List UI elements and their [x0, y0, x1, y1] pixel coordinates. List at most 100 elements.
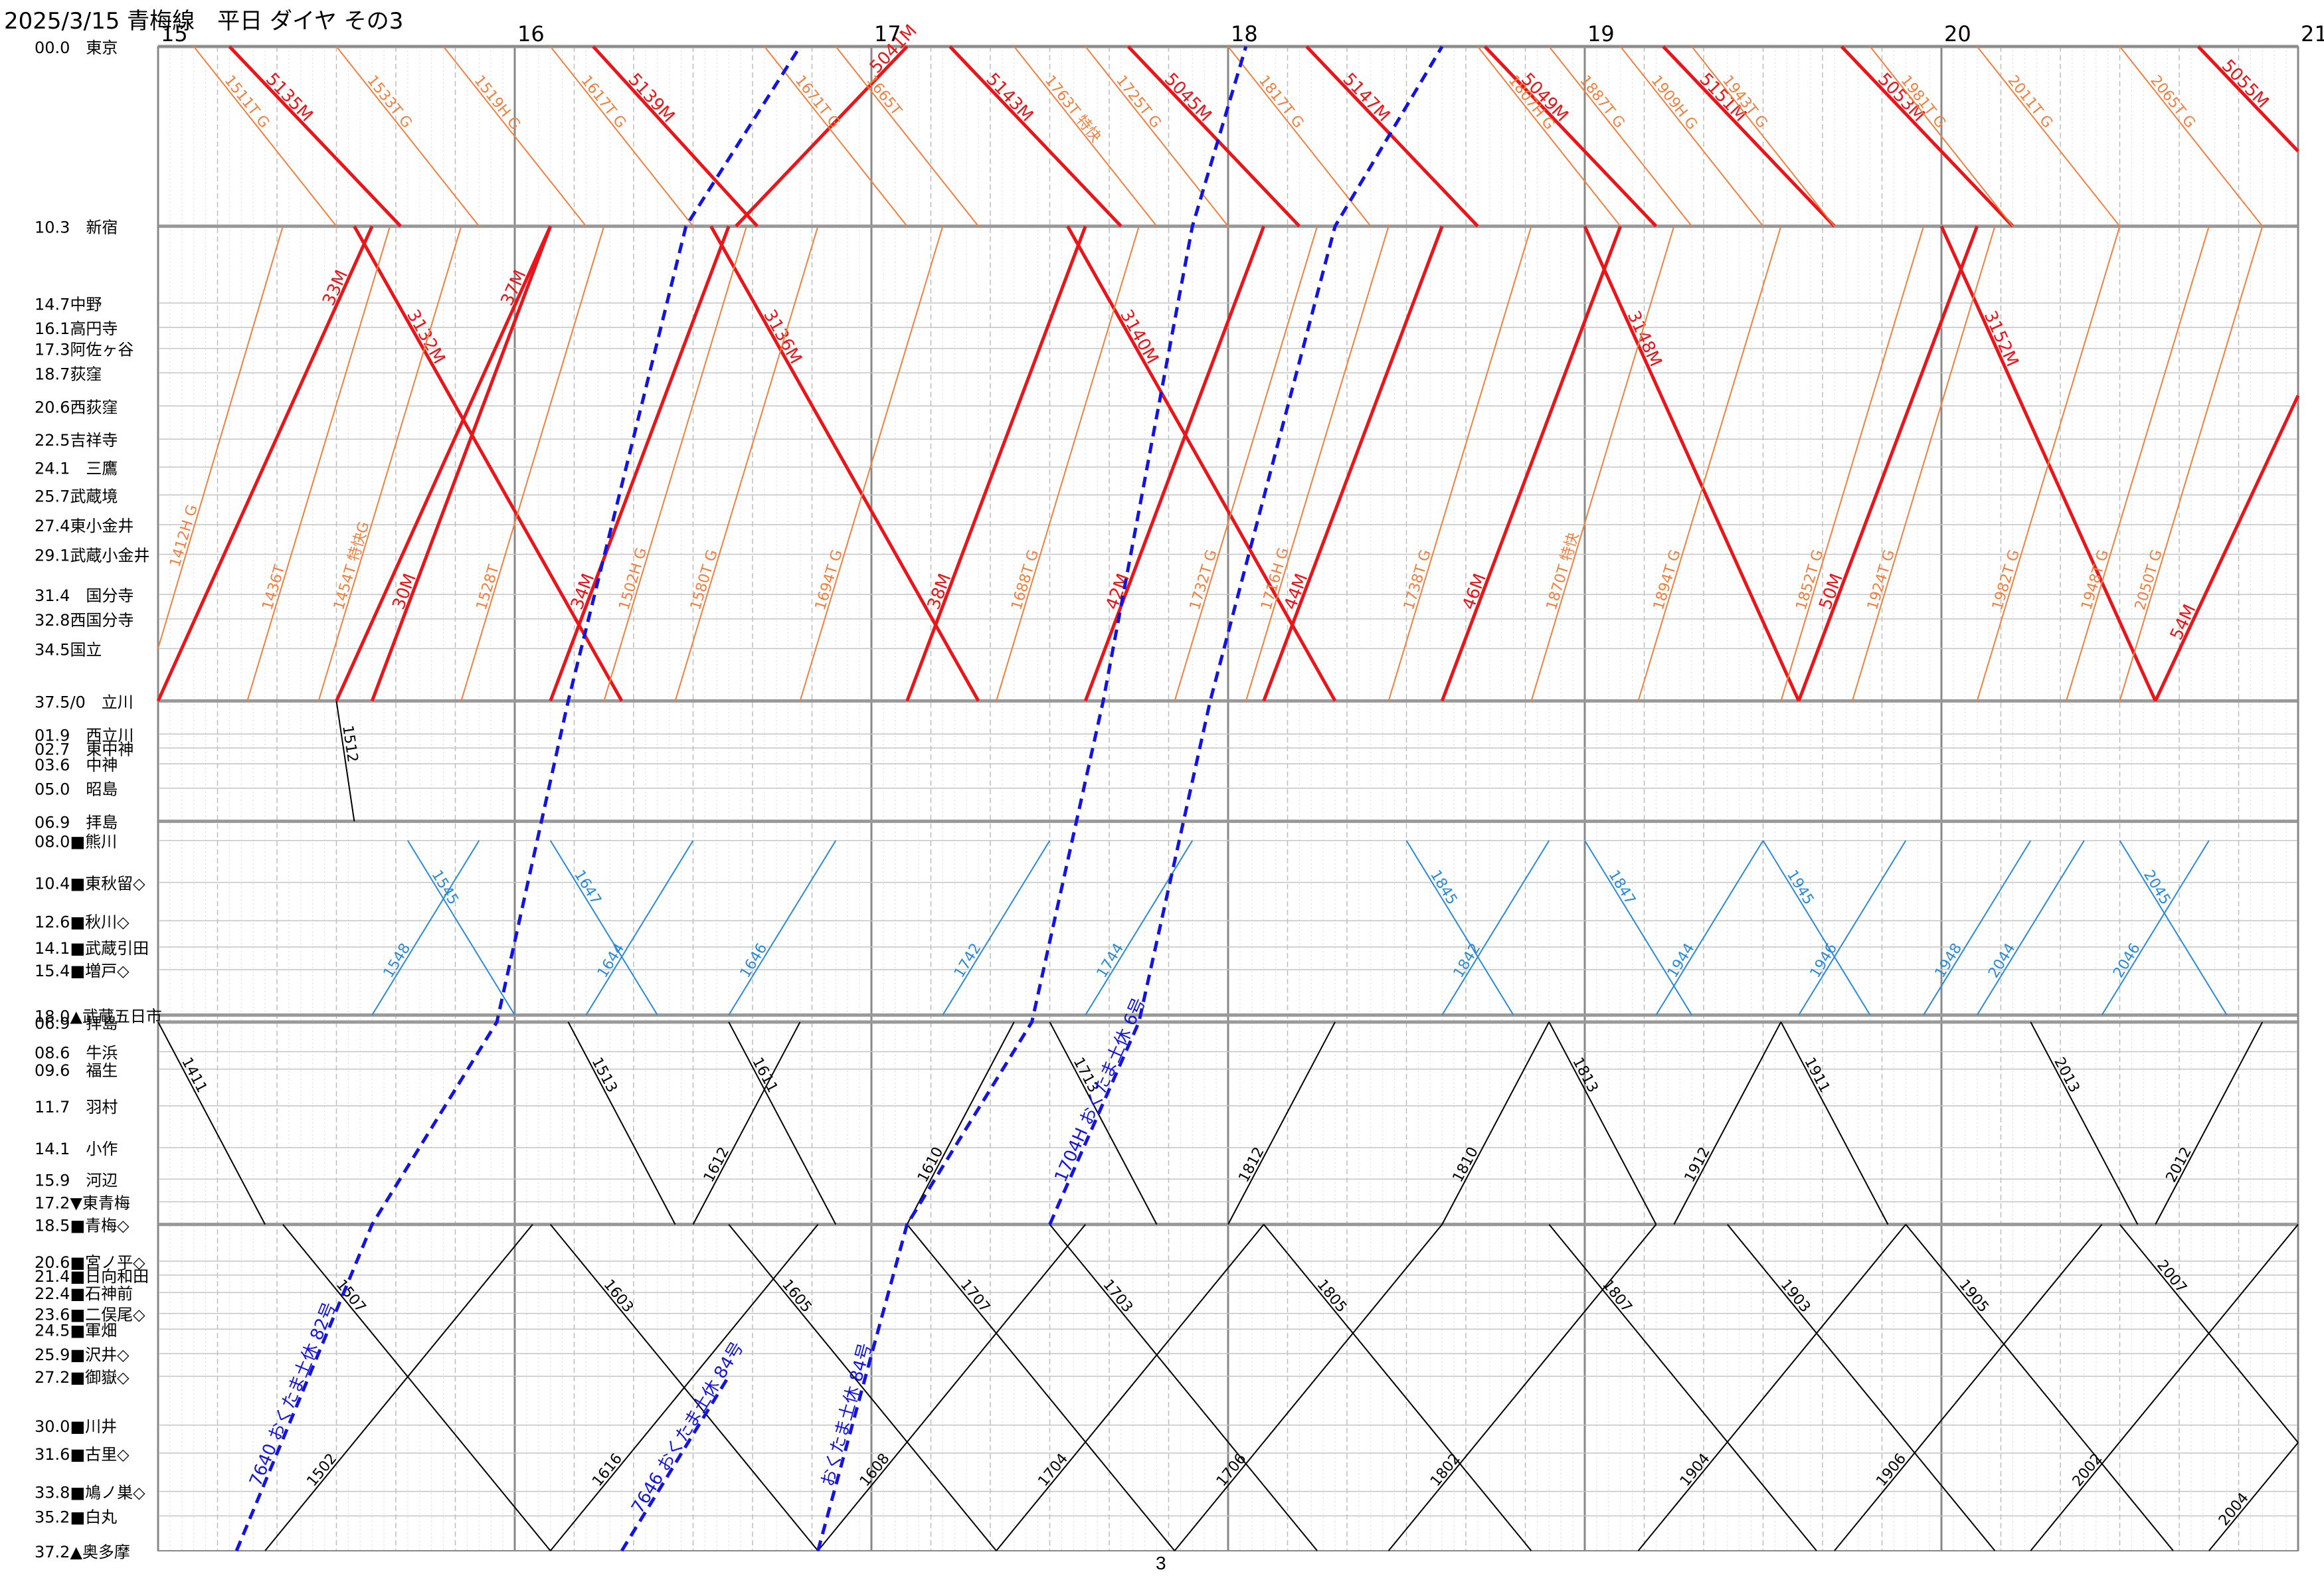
train-line: [2208, 1442, 2299, 1551]
station-label: 21.4■日向和田: [35, 1267, 149, 1286]
train-line: [799, 226, 944, 701]
chart-title: 2025/3/15 青梅線 平日 ダイヤ その3: [4, 8, 404, 35]
train-line: [1548, 1021, 1657, 1225]
station-label: 32.8西国分寺: [35, 611, 134, 630]
train-number-label: 1694T G: [812, 548, 846, 612]
train-line: [1441, 840, 1550, 1015]
train-line: [193, 46, 337, 227]
train-line: [816, 46, 1248, 1551]
station-label: 35.2■白丸: [35, 1508, 117, 1526]
station-label: 15.9 河辺: [35, 1171, 118, 1189]
station-label: 27.2■御嶽◇: [35, 1368, 130, 1387]
train-line: [335, 225, 552, 702]
train-line: [228, 45, 402, 228]
train-line: [317, 226, 462, 701]
train-line: [1673, 1021, 1782, 1225]
train-line: [1405, 840, 1514, 1015]
train-line: [1083, 225, 1266, 702]
station-label: 18.0▲武蔵五日市: [35, 1007, 162, 1025]
train-number-label: 38M: [924, 571, 956, 613]
hour-tick-label: 19: [1587, 21, 1615, 46]
train-number-label: 5055M: [2218, 56, 2273, 112]
train-line: [1976, 840, 2085, 1015]
train-number-label: 1732T G: [1187, 548, 1221, 612]
train-number-label: 1982T G: [1989, 548, 2023, 612]
station-label: 10.3 新宿: [35, 219, 118, 237]
station-label: 24.1 三鷹: [35, 459, 118, 478]
train-line: [335, 701, 355, 822]
station-label: 29.1武蔵小金井: [35, 547, 149, 565]
train-number-label: 1703: [1099, 1276, 1136, 1316]
train-line: [1085, 46, 1229, 227]
train-line: [1834, 1223, 2103, 1551]
station-label: 08.0■熊川: [35, 833, 117, 851]
station-label: 14.1 小作: [35, 1140, 118, 1158]
train-number-label: 1845: [1427, 867, 1461, 908]
station-label: 15.4■増戸◇: [35, 962, 130, 980]
train-number-label: 1502: [304, 1450, 341, 1490]
train-line: [549, 1223, 819, 1551]
station-label: 37.2▲奥多摩: [35, 1543, 130, 1561]
train-line: [1085, 840, 1194, 1015]
train-line: [835, 46, 979, 227]
train-number-label: 1605: [778, 1276, 815, 1316]
train-number-label: 1924T G: [1864, 548, 1898, 612]
train-number-label: 1948T G: [2078, 548, 2112, 612]
station-label: 12.6■秋川◇: [35, 913, 130, 931]
station-label: 25.7武蔵境: [35, 487, 118, 505]
train-line: [1441, 1021, 1550, 1225]
train-line: [246, 226, 391, 701]
train-number-label: 1725T G: [1113, 72, 1164, 132]
train-number-label: 1533T G: [363, 72, 415, 132]
train-line: [1840, 45, 2014, 228]
train-number-label: 42M: [1102, 571, 1134, 613]
station-label: 22.5吉祥寺: [35, 431, 118, 450]
train-number-label: 3148M: [1623, 308, 1666, 370]
train-number-label: 1617T G: [578, 72, 630, 132]
train-number-label: 2050T G: [2132, 548, 2166, 612]
train-number-label: 1906: [1873, 1450, 1910, 1490]
train-line: [1263, 1223, 1532, 1551]
train-number-label: 1671T G: [792, 72, 844, 132]
station-label: 17.3阿佐ヶ谷: [35, 341, 134, 359]
train-line: [905, 225, 1087, 702]
train-line: [1637, 226, 1782, 701]
train-line: [549, 840, 658, 1015]
train-number-label: 3140M: [1116, 306, 1162, 367]
train-number-label: 1603: [600, 1276, 636, 1316]
train-line: [1619, 46, 1764, 227]
station-label: 25.9■沢井◇: [35, 1346, 130, 1364]
train-line: [1851, 226, 1996, 701]
train-line: [603, 226, 747, 701]
train-number-label: 1802: [1427, 1450, 1464, 1490]
train-line: [1174, 226, 1318, 701]
train-line: [1662, 45, 1836, 228]
train-number-label: 1512: [339, 725, 361, 764]
train-number-label: 1904: [1677, 1450, 1714, 1490]
train-number-label: 1707: [956, 1276, 993, 1316]
train-line: [1655, 840, 1764, 1015]
train-line: [1387, 1223, 1657, 1551]
station-label: 24.5■軍畑: [35, 1321, 117, 1340]
train-number-label: 1805: [1313, 1276, 1350, 1316]
station-label: 03.6 中神: [35, 756, 118, 774]
train-number-label: 2013: [2050, 1055, 2082, 1095]
station-label: 08.6 牛浜: [35, 1044, 118, 1063]
train-number-label: 2007: [2153, 1257, 2190, 1296]
train-line: [264, 1223, 533, 1551]
train-line: [1923, 840, 2032, 1015]
train-line: [692, 1021, 801, 1225]
train-number-label: 1545: [428, 867, 462, 908]
station-label: 09.6 福生: [35, 1061, 118, 1080]
train-line: [567, 1021, 676, 1225]
station-label: 01.9 西立川: [35, 726, 134, 745]
train-line: [1584, 840, 1692, 1015]
train-line: [2119, 226, 2264, 701]
train-line: [996, 226, 1140, 701]
train-number-label: 1502H G: [616, 546, 651, 612]
hour-tick-label: 15: [161, 21, 188, 46]
station-label: 23.6■二俣尾◇: [35, 1306, 145, 1324]
train-line: [1869, 46, 2014, 227]
train-line: [1477, 46, 1621, 227]
train-number-label: 2004: [2216, 1490, 2252, 1529]
